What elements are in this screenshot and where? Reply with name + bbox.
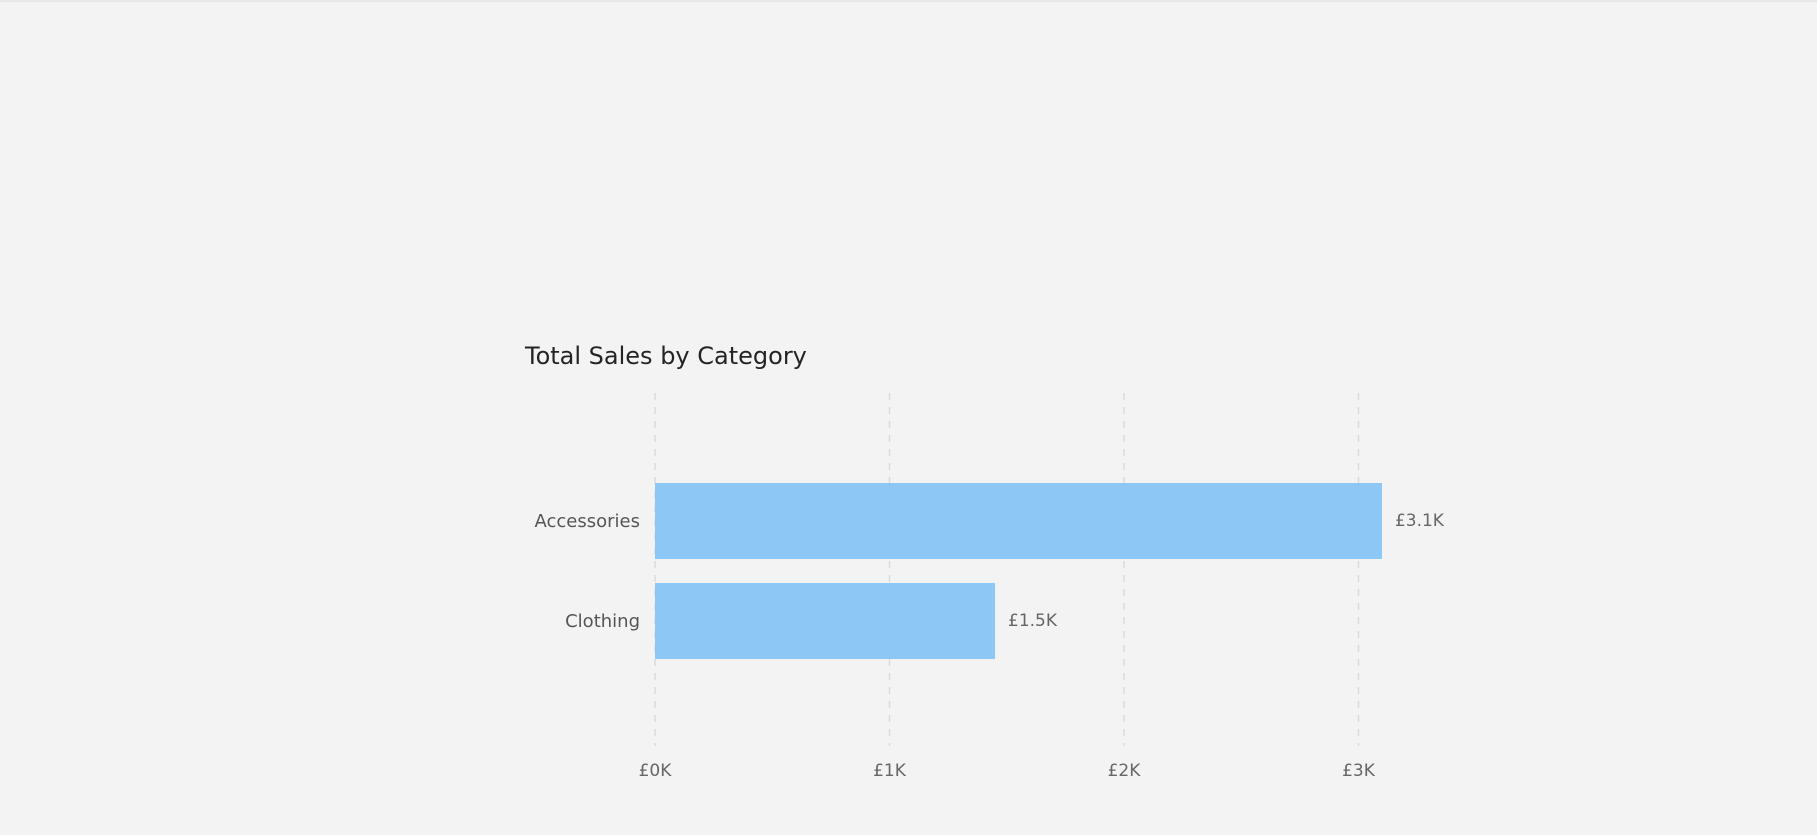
data-label: £1.5K [1008,611,1058,631]
x-tick-label: £3K [1342,761,1376,781]
bar-chart: £0K £1K £2K £3K Accessories £3.1K Clothing £1.5… [535,393,1445,781]
bar-chart-visual[interactable]: Total Sales by Category £0K £1K £2K £3K Acce… [510,330,1490,790]
x-tick-label: £0K [639,761,673,781]
data-label: £3.1K [1395,511,1445,531]
x-tick-label: £1K [873,761,907,781]
category-label: Clothing [565,611,640,632]
category-label: Accessories [535,511,641,532]
x-tick-label: £2K [1108,761,1142,781]
bar[interactable] [655,483,1382,559]
bar[interactable] [655,583,996,659]
top-divider [0,0,1817,2]
chart-title: Total Sales by Category [525,342,807,370]
